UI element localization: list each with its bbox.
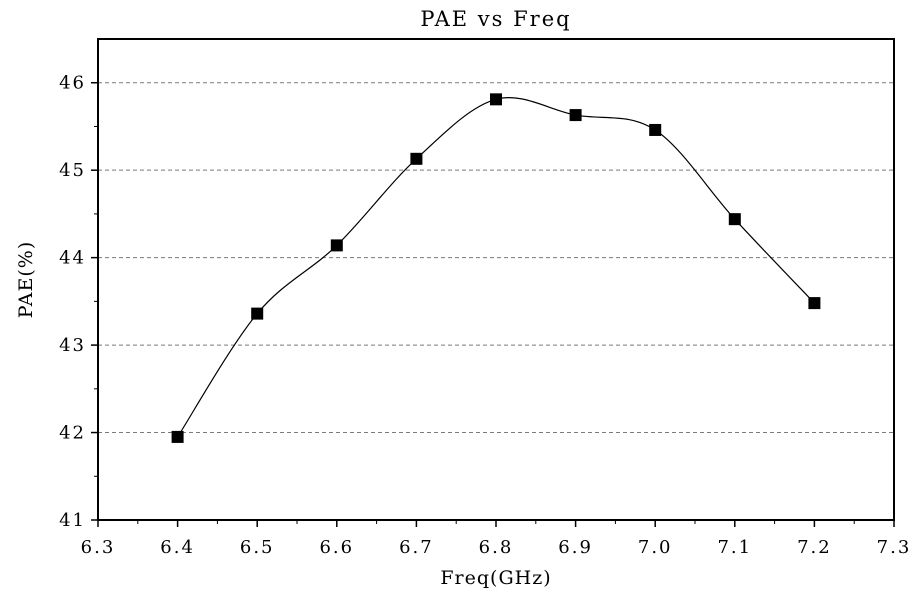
y-tick-label: 41 [59, 510, 86, 531]
data-point-marker [410, 152, 423, 165]
x-tick-label: 6.6 [319, 537, 354, 558]
x-tick-label: 7.2 [797, 537, 832, 558]
data-point-marker [649, 123, 662, 136]
data-point-marker [490, 93, 502, 106]
x-tick-label: 7.1 [717, 537, 752, 558]
y-tick-label: 43 [59, 335, 86, 356]
y-tick-label: 42 [59, 423, 86, 444]
x-tick-label: 7.0 [638, 537, 673, 558]
data-point-marker [330, 239, 343, 252]
data-point-marker [808, 297, 821, 310]
y-tick-label: 46 [59, 73, 86, 94]
x-tick-label: 6.9 [558, 537, 593, 558]
x-tick-label: 6.5 [240, 537, 275, 558]
data-point-marker [251, 307, 264, 320]
y-tick-label: 44 [59, 248, 86, 269]
chart-title: PAE vs Freq [420, 7, 571, 31]
x-tick-label: 6.3 [81, 537, 116, 558]
x-tick-label: 7.3 [877, 537, 912, 558]
y-tick-label: 45 [59, 160, 86, 181]
data-point-marker [569, 109, 582, 122]
x-tick-label: 6.7 [399, 537, 434, 558]
axis-ticks [91, 81, 895, 527]
x-tick-label: 6.4 [160, 537, 195, 558]
tick-labels: 41 42 43 44 45 46 6.3 6.4 6.5 6.6 6.7 6.8 6.9 7.0 7.1 7… [59, 73, 912, 558]
data-point-marker [171, 430, 184, 443]
series-markers [171, 93, 821, 443]
x-tick-label: 6.8 [479, 537, 514, 558]
y-axis-label: PAE(%) [15, 241, 37, 319]
data-point-marker [728, 213, 741, 226]
x-axis-label: Freq(GHz) [440, 567, 551, 589]
